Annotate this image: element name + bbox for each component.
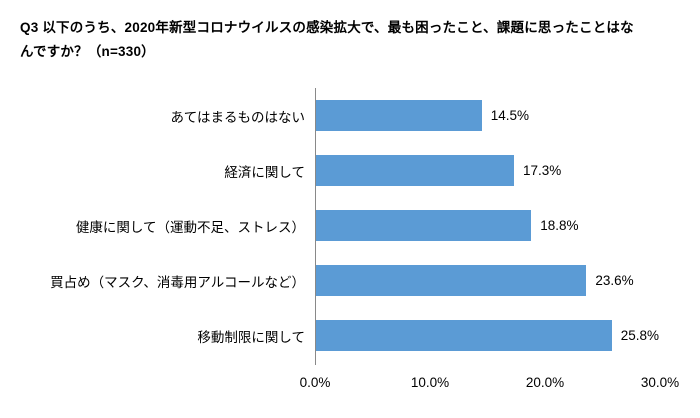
plot-area: あてはまるものはない 14.5% 経済に関して 17.3% 健康に関して（運動不足、スト… bbox=[20, 88, 660, 363]
bar-track: 23.6% bbox=[315, 253, 660, 308]
value-label: 23.6% bbox=[595, 273, 634, 288]
bar-track: 14.5% bbox=[315, 88, 660, 143]
x-axis-tick-label: 30.0% bbox=[640, 375, 680, 390]
bar-track: 17.3% bbox=[315, 143, 660, 198]
bar-track: 18.8% bbox=[315, 198, 660, 253]
y-axis-line bbox=[315, 88, 316, 365]
bar-track: 25.8% bbox=[315, 308, 660, 363]
value-label: 18.8% bbox=[540, 218, 579, 233]
chart-row: 移動制限に関して 25.8% bbox=[20, 308, 660, 363]
category-label: 移動制限に関して bbox=[197, 329, 305, 345]
category-label: 買占め（マスク、消毒用アルコールなど） bbox=[50, 274, 305, 290]
category-label: あてはまるものはない bbox=[170, 109, 305, 125]
category-label: 健康に関して（運動不足、ストレス） bbox=[75, 219, 305, 235]
bar bbox=[315, 265, 587, 296]
x-axis: 0.0% 10.0% 20.0% 30.0% bbox=[300, 375, 680, 395]
x-axis-tick-label: 0.0% bbox=[299, 375, 331, 390]
category-label: 経済に関して bbox=[224, 164, 305, 180]
chart-row: 健康に関して（運動不足、ストレス） 18.8% bbox=[20, 198, 660, 253]
value-label: 14.5% bbox=[490, 108, 530, 123]
bar bbox=[315, 210, 532, 241]
chart-row: 買占め（マスク、消毒用アルコールなど） 23.6% bbox=[20, 253, 660, 308]
chart-title: Q3 以下のうち、2020年新型コロナウイルスの感染拡大で、最も困ったこと、課題… bbox=[20, 20, 634, 60]
x-axis-tick-label: 20.0% bbox=[525, 375, 565, 390]
x-axis-tick-label: 10.0% bbox=[410, 375, 450, 390]
chart-row: あてはまるものはない 14.5% bbox=[20, 88, 660, 143]
value-label: 25.8% bbox=[620, 328, 659, 343]
bar bbox=[315, 155, 514, 186]
bar bbox=[315, 320, 612, 351]
chart-row: 経済に関して 17.3% bbox=[20, 143, 660, 198]
bar bbox=[315, 100, 482, 131]
value-label: 17.3% bbox=[522, 163, 562, 178]
